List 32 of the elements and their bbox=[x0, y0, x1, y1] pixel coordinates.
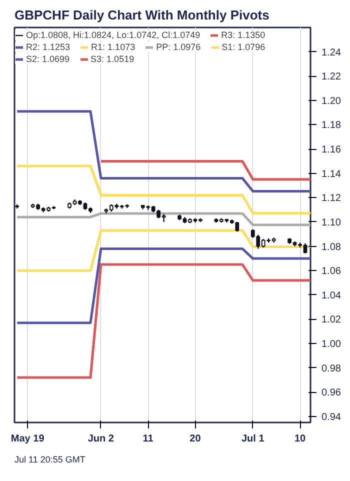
x-tick-label: Jul 1 bbox=[241, 434, 265, 444]
legend-label: S3: 1.0519 bbox=[90, 54, 134, 64]
chart-title: GBPCHF Daily Chart With Monthly Pivots bbox=[14, 8, 270, 22]
y-tick-label: 1.20 bbox=[322, 96, 342, 107]
y-tick-label: 1.18 bbox=[322, 120, 342, 132]
legend-label: PP: 1.0976 bbox=[156, 42, 201, 52]
y-tick-label: 0.98 bbox=[322, 363, 342, 374]
y-tick-label: 1.16 bbox=[322, 144, 342, 156]
y-tick-label: 0.96 bbox=[322, 388, 342, 399]
legend-label: R3: 1.1350 bbox=[221, 30, 266, 40]
text: Jul 11 20:55 GMT bbox=[14, 454, 86, 464]
y-tick-label: 1.24 bbox=[322, 47, 342, 58]
y-tick-label: 1.08 bbox=[322, 242, 342, 253]
annotation: Op:1.0808, Hi:1.0824, Lo:1.0742, Cl:1.0749 bbox=[26, 30, 200, 40]
x-tick-label: Jun 2 bbox=[88, 434, 114, 444]
legend-label: R1: 1.1073 bbox=[91, 42, 136, 52]
y-tick-label: 1.10 bbox=[322, 217, 342, 228]
x-tick-label: 10 bbox=[294, 434, 306, 444]
y-tick-label: 0.94 bbox=[322, 412, 342, 423]
y-tick-label: 1.06 bbox=[322, 266, 342, 278]
y-tick-label: 1.04 bbox=[322, 290, 342, 302]
y-tick-label: 1.12 bbox=[322, 193, 342, 204]
y-tick-label: 1.14 bbox=[322, 168, 342, 180]
x-tick-label: May 19 bbox=[10, 434, 45, 444]
legend-label: R2: 1.1253 bbox=[26, 42, 70, 52]
legend-label: S2: 1.0699 bbox=[26, 54, 70, 64]
x-tick-label: 11 bbox=[142, 434, 154, 444]
legend-label: S1: 1.0796 bbox=[222, 42, 266, 52]
y-tick-label: 1.00 bbox=[322, 339, 342, 350]
y-tick-label: 1.02 bbox=[322, 314, 342, 326]
x-tick-label: 20 bbox=[190, 434, 202, 444]
y-tick-label: 1.22 bbox=[322, 72, 342, 83]
